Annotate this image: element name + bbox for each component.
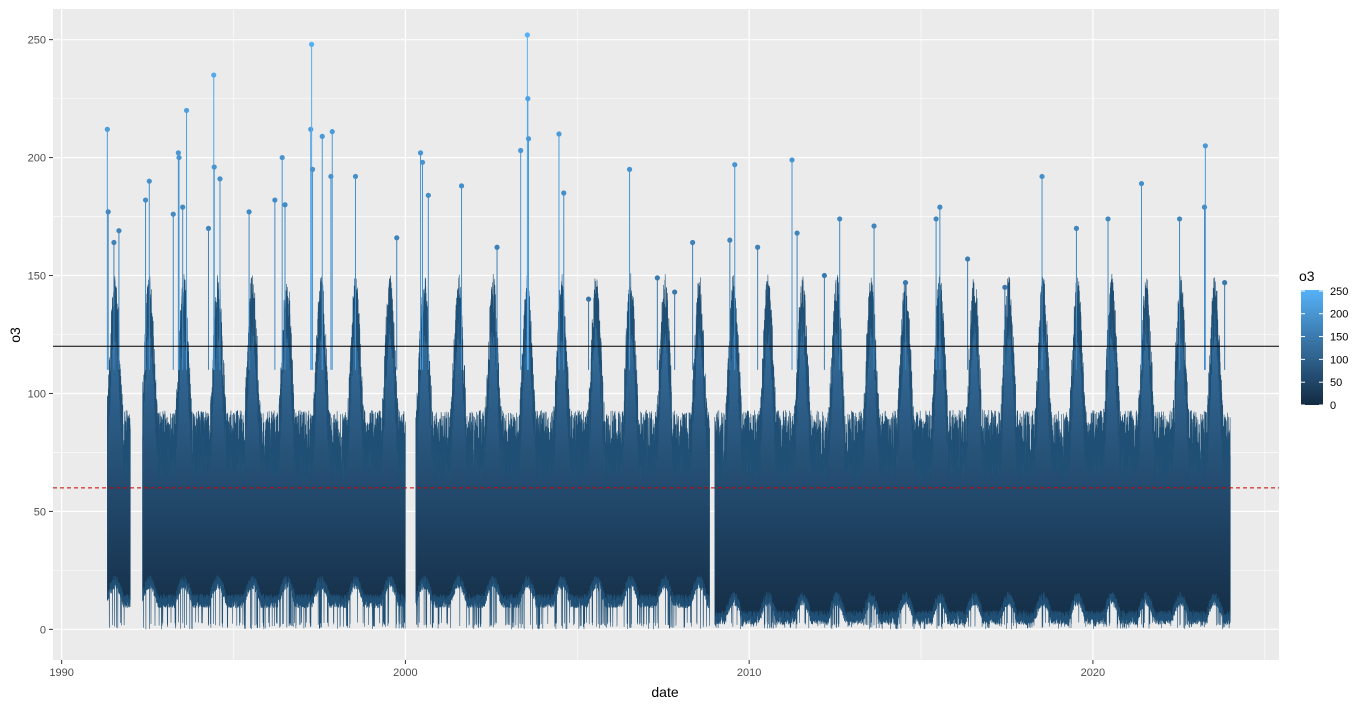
y-axis: 0 50 100 150 200 250 — [28, 35, 53, 636]
data-point — [1222, 280, 1228, 286]
legend-tick-label: 250 — [1330, 286, 1348, 298]
data-point — [176, 154, 182, 161]
series-band — [142, 274, 406, 630]
y-tick-label: 200 — [28, 153, 46, 165]
data-point — [175, 150, 181, 156]
data-point — [104, 126, 110, 132]
data-point — [561, 190, 567, 196]
data-point — [518, 147, 524, 154]
data-point — [626, 166, 633, 172]
data-point — [111, 239, 117, 246]
data-point — [279, 154, 285, 161]
data-point — [585, 296, 592, 302]
data-point — [142, 197, 149, 203]
data-point — [732, 162, 738, 168]
data-point — [871, 223, 877, 229]
legend-tick-label: 150 — [1330, 332, 1348, 344]
x-axis: 1990 2000 2010 2020 — [49, 660, 1105, 679]
data-point — [1002, 284, 1008, 290]
data-point — [329, 129, 335, 135]
data-point — [146, 178, 152, 184]
data-point — [1039, 173, 1045, 180]
series-band — [107, 276, 131, 629]
data-point — [690, 239, 696, 246]
data-point — [180, 204, 186, 210]
color-legend: o3 0 50 100 150 200 250 — [1299, 268, 1348, 412]
data-point — [821, 272, 827, 279]
reference-lines — [53, 345, 1279, 489]
data-point — [105, 209, 111, 215]
legend-colorbar — [1301, 290, 1323, 405]
data-point — [211, 164, 217, 170]
data-point — [328, 173, 334, 180]
legend-title: o3 — [1299, 268, 1315, 284]
data-point — [309, 166, 316, 172]
series-band — [415, 273, 710, 630]
data-point — [755, 244, 761, 250]
data-point — [1202, 143, 1208, 149]
legend-tick-label: 50 — [1330, 377, 1342, 389]
legend-ticks: 0 50 100 150 200 250 — [1301, 286, 1348, 412]
data-point — [794, 230, 800, 236]
x-tick-label: 2000 — [393, 667, 417, 679]
data-point — [525, 96, 531, 102]
data-point — [419, 159, 426, 165]
data-point — [524, 32, 530, 38]
y-tick-label: 0 — [40, 624, 46, 636]
data-point — [211, 72, 217, 78]
data-point — [394, 235, 400, 241]
data-point — [1176, 216, 1183, 222]
data-point — [789, 157, 795, 163]
legend-tick-label: 0 — [1330, 400, 1336, 412]
data-point — [352, 173, 359, 180]
data-point — [1138, 180, 1145, 187]
data-point — [525, 136, 532, 142]
x-tick-label: 1990 — [49, 667, 73, 679]
data-point — [458, 183, 465, 189]
y-tick-label: 150 — [28, 271, 46, 283]
data-point — [654, 275, 660, 281]
data-point — [425, 192, 431, 198]
data-point — [272, 197, 278, 203]
data-point — [282, 202, 288, 208]
data-point — [556, 131, 562, 137]
data-point — [1201, 204, 1208, 210]
y-axis-title: o3 — [7, 327, 23, 343]
data-point — [170, 211, 176, 217]
legend-tick-label: 100 — [1330, 354, 1348, 366]
data-point — [837, 216, 843, 222]
data-point — [902, 280, 909, 286]
legend-tick-label: 200 — [1330, 309, 1348, 321]
data-point — [319, 133, 325, 139]
data-point — [1073, 225, 1080, 231]
data-point — [937, 204, 943, 210]
data-point — [965, 256, 971, 262]
data-point — [308, 126, 314, 132]
y-tick-label: 50 — [34, 506, 46, 518]
y-tick-label: 100 — [28, 388, 46, 400]
data-point — [672, 289, 678, 295]
x-tick-label: 2010 — [737, 667, 761, 679]
data-layer — [104, 32, 1231, 630]
data-point — [309, 41, 315, 47]
data-point — [1105, 216, 1111, 222]
data-point — [246, 209, 252, 215]
data-point — [494, 244, 500, 250]
data-point — [217, 176, 223, 182]
series-band — [714, 273, 1231, 630]
x-tick-label: 2020 — [1081, 667, 1105, 679]
data-point — [417, 150, 424, 156]
data-point — [116, 228, 122, 234]
data-point — [183, 107, 190, 114]
data-point — [205, 225, 212, 231]
data-point — [933, 216, 939, 222]
data-point — [727, 237, 733, 243]
y-tick-label: 250 — [28, 35, 46, 47]
x-axis-title: date — [651, 684, 678, 700]
